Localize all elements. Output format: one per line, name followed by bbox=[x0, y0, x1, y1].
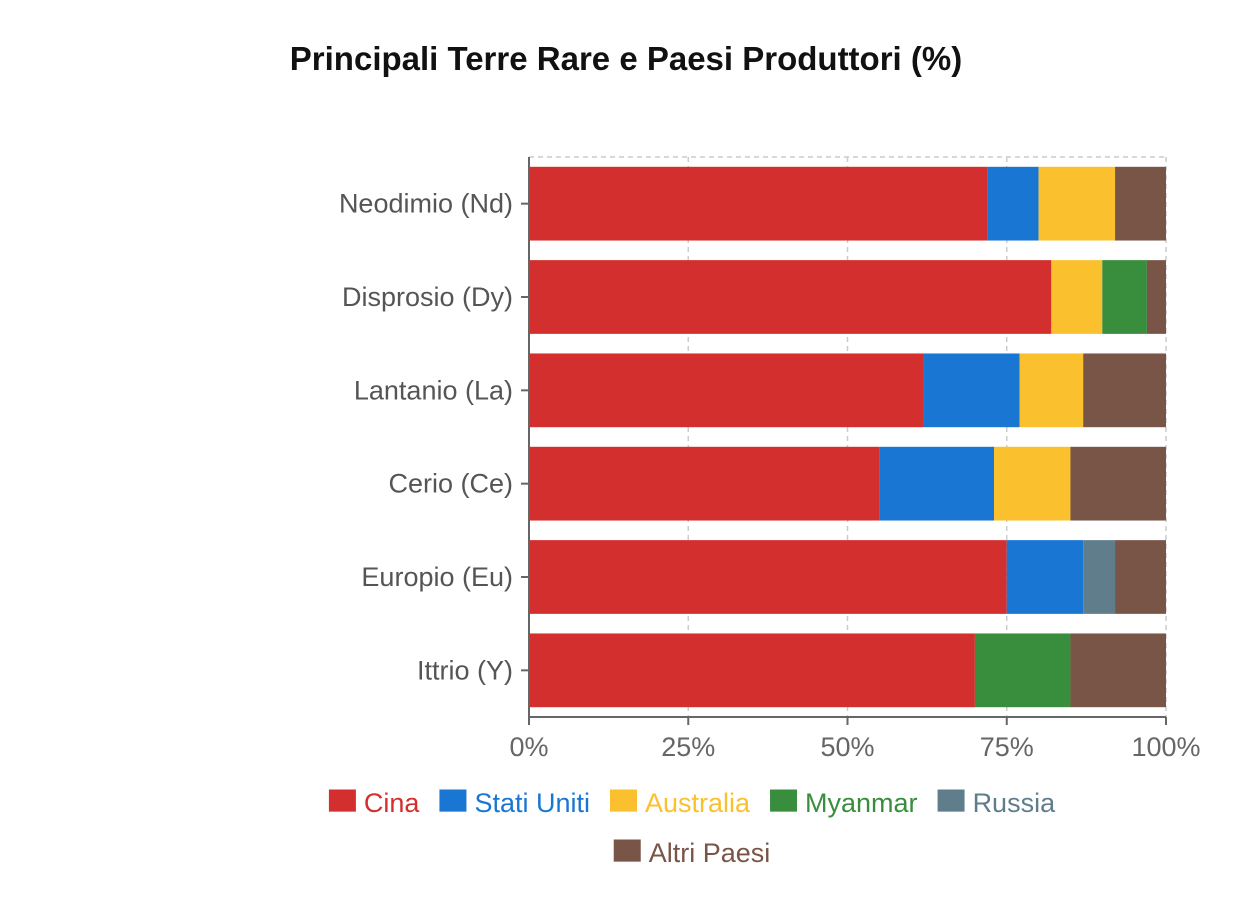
bar-5-5[interactable] bbox=[1070, 633, 1166, 708]
legend-label-2: Australia bbox=[645, 788, 751, 818]
x-tick-label-0: 0% bbox=[509, 732, 548, 762]
chart-title: Principali Terre Rare e Paesi Produttori… bbox=[290, 40, 962, 77]
bar-2-5[interactable] bbox=[1083, 353, 1166, 428]
bar-3-5[interactable] bbox=[1070, 446, 1166, 521]
legend-swatch-2 bbox=[609, 789, 637, 812]
legend-item-4[interactable]: Russia bbox=[937, 788, 1057, 818]
bar-0-2[interactable] bbox=[1038, 166, 1116, 241]
category-label-4: Europio (Eu) bbox=[361, 562, 513, 592]
bar-2-2[interactable] bbox=[1019, 353, 1084, 428]
bar-0-0[interactable] bbox=[529, 166, 988, 241]
bar-5-3[interactable] bbox=[974, 633, 1071, 708]
legend-item-1[interactable]: Stati Uniti bbox=[439, 788, 590, 818]
legend-label-1: Stati Uniti bbox=[474, 788, 590, 818]
bar-4-1[interactable] bbox=[1006, 540, 1084, 614]
axes bbox=[521, 157, 1167, 725]
category-labels: Neodimio (Nd) Disprosio (Dy) Lantanio (La)… bbox=[339, 189, 513, 686]
legend-label-0: Cina bbox=[364, 788, 421, 818]
legend-swatch-1 bbox=[439, 789, 467, 812]
category-label-3: Cerio (Ce) bbox=[388, 469, 513, 499]
bar-4-5[interactable] bbox=[1115, 540, 1166, 614]
bar-3-2[interactable] bbox=[994, 446, 1071, 521]
bar-1-5[interactable] bbox=[1146, 260, 1166, 334]
legend-swatch-0 bbox=[328, 789, 356, 812]
legend-swatch-4 bbox=[937, 789, 965, 812]
category-label-1: Disprosio (Dy) bbox=[342, 282, 513, 312]
bar-5-0[interactable] bbox=[529, 633, 975, 708]
bar-4-4[interactable] bbox=[1083, 540, 1116, 614]
bar-2-1[interactable] bbox=[923, 353, 1020, 428]
bars bbox=[529, 166, 1166, 708]
legend-item-5[interactable]: Altri Paesi bbox=[613, 838, 771, 868]
legend-label-3: Myanmar bbox=[805, 788, 918, 818]
x-tick-labels: 0% 25% 50% 75% 100% bbox=[509, 732, 1200, 762]
bar-3-0[interactable] bbox=[529, 446, 880, 521]
legend-item-0[interactable]: Cina bbox=[328, 788, 421, 818]
legend-swatch-5 bbox=[613, 839, 641, 862]
legend-item-2[interactable]: Australia bbox=[609, 788, 751, 818]
x-tick-label-2: 50% bbox=[820, 732, 874, 762]
category-label-5: Ittrio (Y) bbox=[417, 655, 513, 685]
bar-3-1[interactable] bbox=[879, 446, 995, 521]
x-tick-label-3: 75% bbox=[980, 732, 1034, 762]
legend-swatch-3 bbox=[770, 789, 798, 812]
bar-0-1[interactable] bbox=[987, 166, 1039, 241]
legend-item-3[interactable]: Myanmar bbox=[770, 788, 918, 818]
category-label-2: Lantanio (La) bbox=[354, 375, 513, 405]
x-tick-label-4: 100% bbox=[1131, 732, 1200, 762]
legend-label-4: Russia bbox=[973, 788, 1057, 818]
legend-label-5: Altri Paesi bbox=[649, 838, 771, 868]
grid-lines bbox=[528, 156, 1167, 717]
bar-1-2[interactable] bbox=[1051, 260, 1103, 334]
legend[interactable]: Cina Stati Uniti Australia Myanmar Russia Alt… bbox=[328, 788, 1057, 868]
x-tick-label-1: 25% bbox=[661, 732, 715, 762]
bar-1-3[interactable] bbox=[1102, 260, 1147, 334]
bar-0-5[interactable] bbox=[1115, 166, 1166, 241]
category-label-0: Neodimio (Nd) bbox=[339, 189, 513, 219]
bar-1-0[interactable] bbox=[529, 260, 1052, 334]
bar-4-0[interactable] bbox=[529, 540, 1007, 614]
bar-2-0[interactable] bbox=[529, 353, 924, 428]
